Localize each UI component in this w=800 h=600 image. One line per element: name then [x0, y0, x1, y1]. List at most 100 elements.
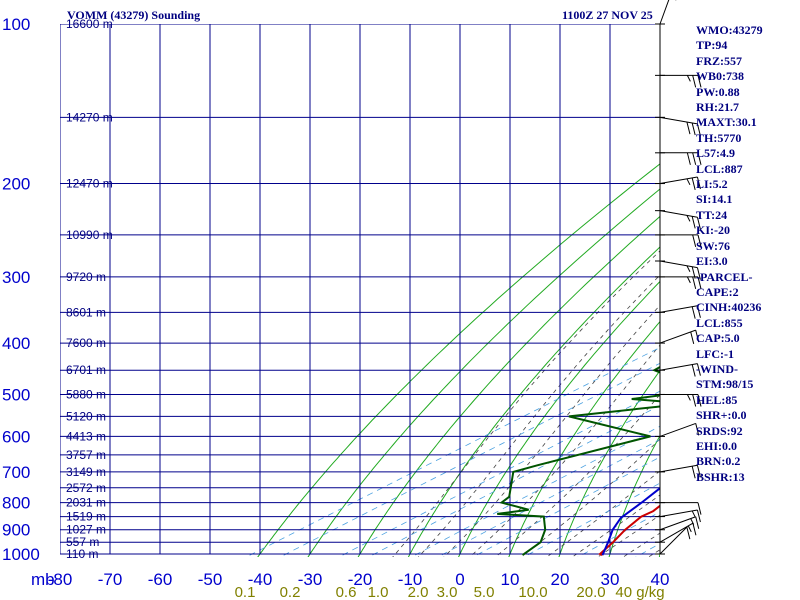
index-line: SI:14.1 — [696, 192, 733, 207]
height-label: 6701 m — [66, 363, 106, 377]
mixing-ratio-label: 10.0 — [518, 584, 547, 600]
temperature-tick-label: 20 — [551, 570, 570, 589]
index-line: SW:76 — [696, 238, 731, 253]
wind-barb-flag — [692, 276, 697, 289]
wind-barb — [659, 516, 696, 531]
wind-barb-flag — [692, 234, 697, 248]
wind-barb — [659, 176, 698, 185]
moist-adiabat-line — [392, 250, 660, 557]
index-line: BSHR:13 — [696, 469, 745, 484]
wind-barb-flag — [696, 465, 701, 478]
height-label: 110 m — [66, 547, 98, 561]
mixing-ratio-lines — [245, 347, 660, 557]
wind-barb-flag — [697, 234, 702, 248]
mixing-ratio-line — [338, 390, 660, 557]
moist-adiabat-line — [417, 274, 660, 557]
chart-time: 1100Z 27 NOV 25 — [562, 8, 653, 22]
temperature-tick-label: 10 — [501, 570, 520, 589]
index-line: HEL:85 — [696, 392, 738, 407]
pressure-tick-label: 800 — [2, 494, 30, 513]
profiles — [497, 365, 660, 557]
pressure-tick-label: 400 — [2, 334, 30, 353]
wind-barb-flag — [697, 394, 702, 407]
index-line: SRDS:92 — [696, 423, 743, 438]
temperature-tick-label: -20 — [348, 570, 373, 589]
pressure-tick-label: 1000 — [2, 545, 40, 564]
mixing-ratio-label: 1.0 — [368, 584, 389, 600]
wind-barb-flag — [686, 121, 691, 135]
height-label: 4413 m — [66, 429, 106, 443]
wind-barb-flag — [691, 216, 696, 229]
temperature-tick-label: 40 — [651, 570, 670, 589]
mixing-ratio-label: 0.1 — [235, 584, 256, 600]
moist-adiabat-line — [571, 494, 660, 557]
temperature-tick-label: 30 — [601, 570, 620, 589]
height-label: 5880 m — [66, 387, 106, 401]
wind-barb-flag — [695, 329, 700, 343]
height-label: 7600 m — [66, 336, 106, 350]
wind-barb-flag — [697, 502, 702, 515]
chart-title: VOMM (43279) Sounding — [67, 8, 201, 22]
wind-barb-flag — [696, 509, 701, 523]
pressure-tick-label: 700 — [2, 463, 30, 482]
wind-barb-flag — [691, 510, 696, 518]
pressure-tick-label: 500 — [2, 385, 30, 404]
temperature-tick-label: -70 — [98, 570, 123, 589]
moist-adiabat-line — [443, 304, 660, 557]
temperature-tick-label: -10 — [398, 570, 423, 589]
plot-frame — [60, 24, 660, 555]
wind-barb — [659, 329, 696, 344]
index-line: CINH:40236 — [696, 300, 762, 315]
index-line: TH:5770 — [696, 130, 742, 145]
index-line: LI:5.2 — [696, 177, 728, 192]
wind-barb — [659, 116, 698, 125]
temperature-tick-label: -60 — [148, 570, 173, 589]
wind-barb — [659, 260, 698, 269]
dry-adiabat-line — [357, 215, 660, 557]
wind-barb-flag — [691, 122, 696, 136]
wind-barb-flag — [687, 525, 692, 533]
wind-barb — [659, 509, 698, 518]
wind-barb — [659, 464, 698, 473]
wind-barb-flag — [697, 75, 702, 88]
wind-barb-flag — [691, 177, 696, 190]
pressure-tick-label: 200 — [2, 175, 30, 194]
wind-barb-flag — [690, 518, 695, 525]
wind-barb-flag — [692, 523, 697, 536]
wind-barb — [659, 305, 698, 313]
wind-barb-flag — [692, 75, 697, 88]
index-line: STM:98/15 — [696, 377, 754, 392]
wind-barb-flag — [692, 152, 697, 165]
index-line: FRZ:557 — [696, 53, 742, 68]
wind-barb-flag — [695, 516, 700, 529]
wind-barb-flag — [696, 363, 701, 376]
mixing-ratio-label: 5.0 — [474, 584, 495, 600]
wind-barb-flag — [686, 152, 691, 165]
wind-barb — [659, 422, 696, 437]
height-label: 2031 m — [66, 496, 106, 510]
height-label: 557 m — [66, 535, 99, 549]
mixing-ratio-label: 0.2 — [280, 584, 301, 600]
temperature-tick-label: -50 — [198, 570, 223, 589]
index-line: MAXT:30.1 — [696, 115, 757, 130]
mixing-ratio-label: 0.6 — [336, 584, 357, 600]
index-line: KI:-20 — [696, 223, 730, 238]
index-line: PW:0.88 — [696, 84, 740, 99]
mixing-ratio-line — [472, 456, 660, 557]
temperature-tick-label: -80 — [48, 570, 73, 589]
temperature-tick-label: -40 — [248, 570, 273, 589]
moist-adiabat-line — [469, 344, 660, 557]
pressure-unit-label: mb — [31, 570, 55, 589]
wind-barb-flag — [686, 394, 691, 401]
height-label: 1519 m — [66, 510, 106, 524]
index-line: WB0:738 — [696, 69, 744, 84]
wind-barb-flag — [690, 331, 695, 345]
mixing-ratio-label: 20.0 — [576, 584, 605, 600]
pressure-tick-label: 900 — [2, 521, 30, 540]
mixing-ratio-label: 2.0 — [408, 584, 429, 600]
index-line: RH:21.7 — [696, 100, 739, 115]
wind-barb-flag — [695, 423, 700, 436]
wind-barb-flag — [691, 466, 696, 479]
pressure-tick-label: 600 — [2, 427, 30, 446]
